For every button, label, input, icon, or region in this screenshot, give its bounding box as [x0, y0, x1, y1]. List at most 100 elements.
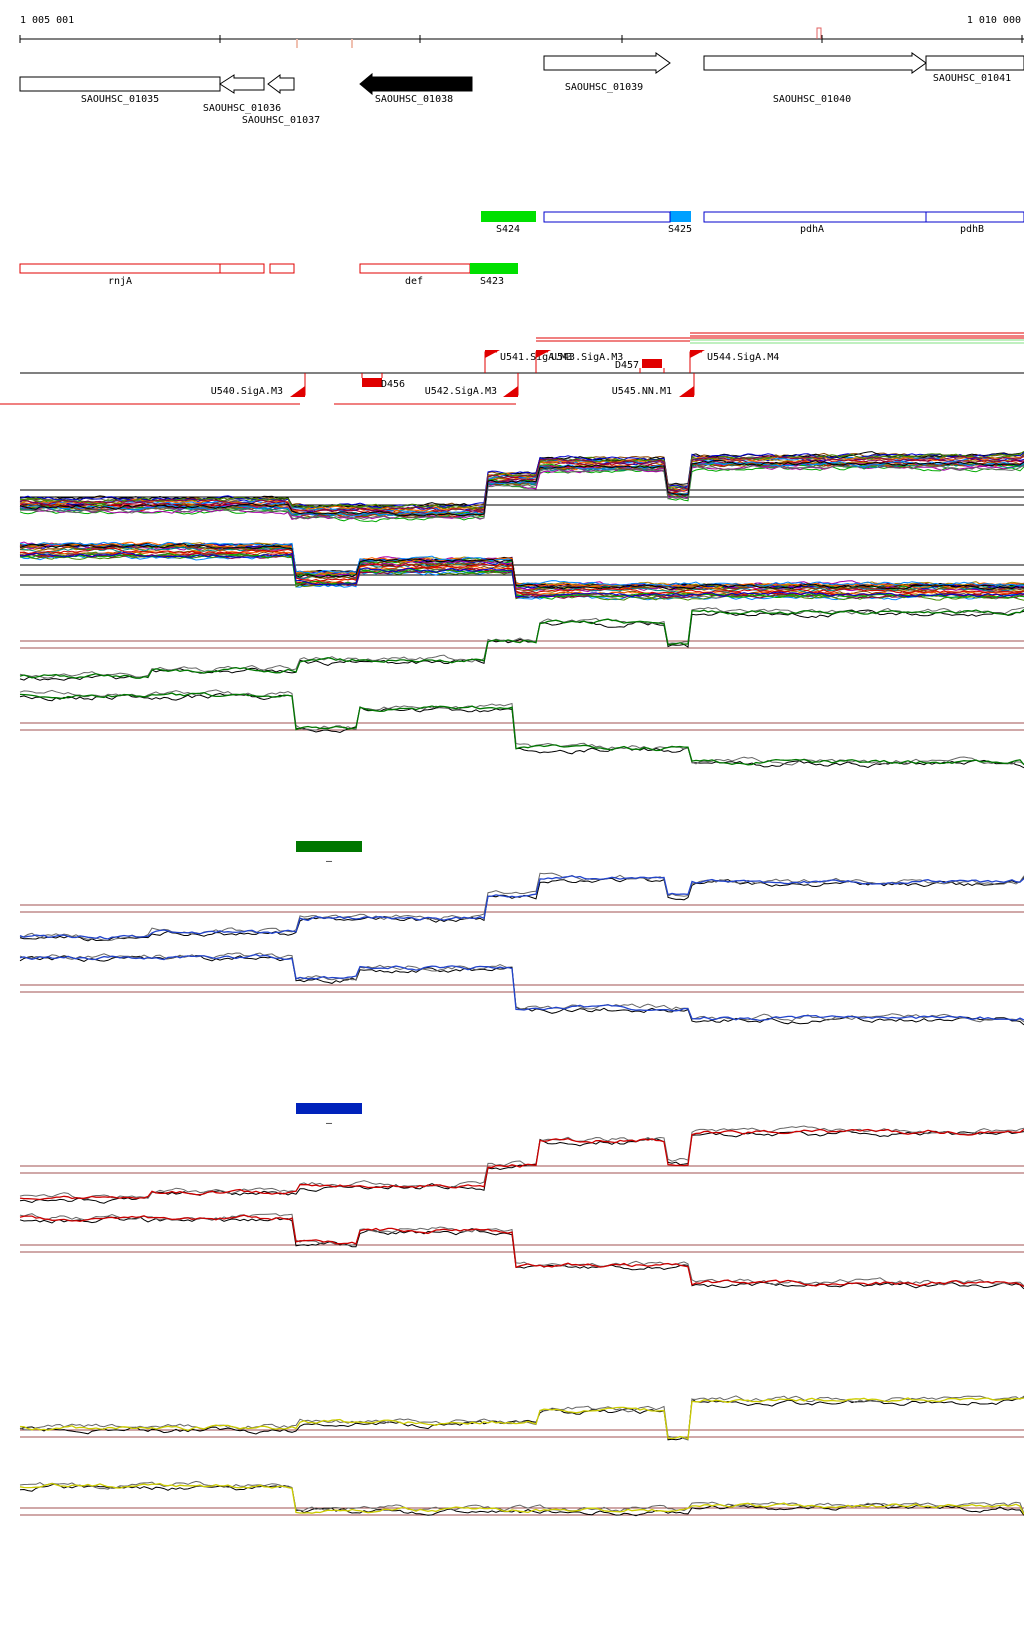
- expression-trace: [19, 459, 1024, 517]
- condition-group-blue[interactable]: –: [296, 1103, 362, 1129]
- feature-pdha[interactable]: pdhA: [703, 211, 927, 235]
- expression-trace: [19, 1214, 1024, 1288]
- expression-panel-blue-reverse: [19, 952, 1024, 1026]
- expression-trace: [19, 692, 1024, 766]
- promoter-u540[interactable]: U540.SigA.M3: [211, 373, 306, 397]
- gene-label: SAOUHSC_01036: [203, 103, 281, 114]
- expression-trace: [19, 1397, 1024, 1440]
- gene-label: SAOUHSC_01035: [81, 94, 159, 105]
- feature-red-span[interactable]: [269, 263, 295, 274]
- expression-panel-all-reverse: [19, 541, 1024, 601]
- coord-end: 1 010 000: [967, 15, 1021, 26]
- gene-saouhsc-01041[interactable]: SAOUHSC_01041: [925, 55, 1024, 84]
- expression-trace: [19, 543, 1024, 589]
- promoter-label: U544.SigA.M4: [707, 352, 779, 363]
- gene-label: SAOUHSC_01038: [375, 94, 453, 105]
- promoter-u542[interactable]: U542.SigA.M3: [425, 373, 519, 397]
- expression-trace: [19, 455, 1024, 513]
- expression-trace: [19, 872, 1024, 942]
- expression-trace: [19, 1125, 1024, 1200]
- terminator-d456[interactable]: D456: [361, 373, 405, 390]
- expression-trace: [19, 608, 1024, 679]
- expression-trace: [19, 1396, 1024, 1441]
- group-color-swatch: [296, 841, 362, 852]
- expression-panel-all-forward: [19, 450, 1024, 523]
- coord-start: 1 005 001: [20, 15, 74, 26]
- feature-label: S425: [668, 224, 692, 235]
- expression-trace: [19, 543, 1024, 590]
- expression-panel-blue-forward: [19, 872, 1024, 942]
- expression-panel-red-forward: [19, 1125, 1024, 1204]
- expression-trace: [19, 1482, 1024, 1515]
- promoter-label: U545.NN.M1: [612, 386, 672, 397]
- gene-saouhsc-01035[interactable]: SAOUHSC_01035: [19, 76, 221, 105]
- expression-trace: [19, 1128, 1024, 1201]
- expression-trace: [19, 541, 1024, 587]
- gene-saouhsc-01036[interactable]: SAOUHSC_01036: [203, 74, 281, 114]
- expression-trace: [19, 692, 1024, 769]
- feature-rnja[interactable]: rnjA: [19, 263, 221, 287]
- feature-s424[interactable]: S424: [481, 211, 536, 235]
- expression-trace: [19, 952, 1024, 1023]
- expression-trace: [19, 465, 1024, 523]
- expression-trace: [19, 1213, 1024, 1287]
- gene-label: SAOUHSC_01037: [242, 115, 320, 126]
- gene-label: SAOUHSC_01041: [933, 73, 1011, 84]
- expression-trace: [19, 955, 1024, 1026]
- gene-saouhsc-01038[interactable]: SAOUHSC_01038: [359, 72, 473, 105]
- terminator-label: D456: [381, 379, 405, 390]
- feature-blue-span[interactable]: [543, 211, 671, 223]
- feature-label: pdhB: [960, 224, 984, 235]
- expression-panel-yellow-forward: [19, 1395, 1024, 1441]
- gene-track: SAOUHSC_01035 SAOUHSC_01036 SAOUHSC_0103…: [19, 52, 1024, 126]
- feature-pdhb[interactable]: pdhB: [925, 211, 1024, 235]
- expression-trace: [19, 542, 1024, 590]
- expression-trace: [19, 875, 1024, 940]
- feature-label: rnjA: [108, 276, 132, 287]
- expression-panel-green-reverse: [19, 689, 1024, 769]
- expression-trace: [19, 1395, 1024, 1441]
- promoter-label: U542.SigA.M3: [425, 386, 497, 397]
- gene-saouhsc-01039[interactable]: SAOUHSC_01039: [543, 52, 671, 93]
- terminator-label: D457: [615, 360, 639, 371]
- terminator-d457[interactable]: D457: [615, 359, 665, 373]
- promoter-track: U541.SigA.M3 U543.SigA.M3 D457 U544.SigA…: [0, 332, 1024, 405]
- expression-trace: [19, 1480, 1024, 1514]
- promoter-u544[interactable]: U544.SigA.M4: [689, 350, 779, 373]
- gene-label: SAOUHSC_01040: [773, 94, 851, 105]
- expression-trace: [19, 551, 1024, 598]
- feature-label: def: [405, 276, 423, 287]
- group-marker: –: [326, 856, 333, 867]
- promoter-label: U543.SigA.M3: [551, 352, 623, 363]
- promoter-u545[interactable]: U545.NN.M1: [612, 373, 695, 397]
- gene-label: SAOUHSC_01039: [565, 82, 643, 93]
- feature-track-lower: rnjA def S423: [19, 263, 518, 287]
- expression-trace: [19, 553, 1024, 599]
- group-color-swatch: [296, 1103, 362, 1114]
- gene-saouhsc-01040[interactable]: SAOUHSC_01040: [703, 52, 927, 105]
- expression-trace: [19, 606, 1024, 679]
- feature-label: S423: [480, 276, 504, 287]
- feature-s425[interactable]: S425: [668, 211, 692, 235]
- feature-s423[interactable]: S423: [470, 263, 518, 287]
- expression-trace: [19, 953, 1024, 1022]
- gene-saouhsc-01037[interactable]: SAOUHSC_01037: [242, 74, 320, 126]
- feature-red-span[interactable]: [219, 263, 265, 274]
- expression-trace: [19, 1216, 1024, 1290]
- feature-label: pdhA: [800, 224, 824, 235]
- feature-def[interactable]: def: [359, 263, 471, 287]
- expression-trace: [19, 689, 1024, 766]
- promoter-label: U540.SigA.M3: [211, 386, 283, 397]
- expression-panel-red-reverse: [19, 1213, 1024, 1290]
- expression-panel-yellow-reverse: [19, 1480, 1024, 1517]
- condition-group-green[interactable]: –: [296, 841, 362, 867]
- promoter-u543[interactable]: U543.SigA.M3: [535, 350, 623, 373]
- feature-track-upper: S424 S425 pdhA pdhB: [481, 211, 1024, 235]
- feature-label: S424: [496, 224, 520, 235]
- expression-trace: [19, 461, 1024, 517]
- expression-trace: [19, 547, 1024, 595]
- coordinate-ruler: 1 005 001 1 010 000: [19, 15, 1024, 48]
- expression-panel-green-forward: [19, 606, 1024, 681]
- expression-trace: [19, 544, 1024, 592]
